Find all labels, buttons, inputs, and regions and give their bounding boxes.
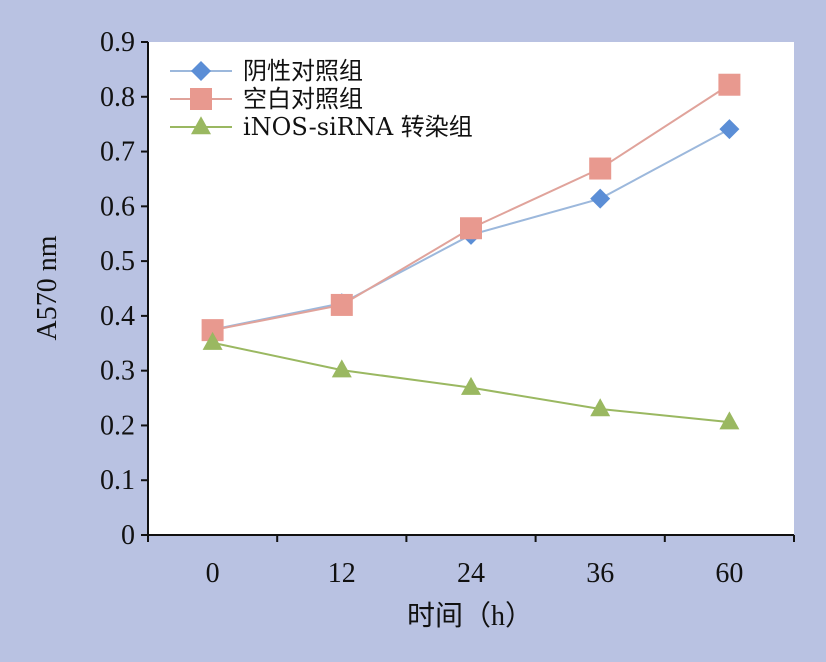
triangle-point [202,331,223,350]
legend-label: iNOS-siRNA 转染组 [243,113,473,141]
legend-item: iNOS-siRNA 转染组 [170,113,473,141]
diamond-point [719,119,740,140]
legend-item: 空白对照组 [170,85,363,113]
y-tick-label: 0 [121,520,135,551]
triangle-point [461,376,481,395]
triangle-point [590,398,611,417]
y-tick-label: 0.4 [100,301,135,332]
y-tick-label: 0.1 [100,465,135,496]
series-square [201,73,741,342]
series-triangle [202,331,740,430]
plot-area [148,42,794,535]
x-tick-label: 0 [206,558,220,589]
y-tick-label: 0.5 [100,246,135,277]
square-point [460,217,482,240]
legend-label: 阴性对照组 [243,57,363,85]
triangle-point [719,411,740,430]
legend-diamond-marker [191,61,211,81]
diamond-point [590,188,611,209]
y-tick-labels: 0 0.1 0.2 0.3 0.4 0.5 0.6 0.7 0.8 0.9 [100,27,135,551]
y-tick-label: 0.2 [100,410,135,441]
x-tick-label: 24 [457,558,485,589]
y-tick-label: 0.9 [100,27,135,58]
triangle-point [331,359,352,378]
y-axis-title: A570 nm [32,235,63,340]
axes [141,41,795,542]
series-layer [201,73,741,430]
square-point [589,157,612,180]
legend-square-marker [190,88,212,110]
y-tick-label: 0.3 [100,356,135,387]
square-point [201,319,224,342]
x-axis-title: 时间（h） [407,600,533,632]
legend-triangle-marker [191,116,211,135]
y-tick-label: 0.6 [100,191,135,222]
legend-item: 阴性对照组 [170,57,363,85]
y-tick-label: 0.7 [100,137,135,168]
y-tick-label: 0.8 [100,82,135,113]
x-tick-labels: 0 12 24 36 60 [206,558,744,589]
legend-label: 空白对照组 [243,85,363,113]
x-tick-label: 36 [586,558,614,589]
x-tick-label: 60 [715,558,743,589]
square-point [330,293,353,316]
square-point [718,73,741,96]
x-tick-label: 12 [328,558,356,589]
